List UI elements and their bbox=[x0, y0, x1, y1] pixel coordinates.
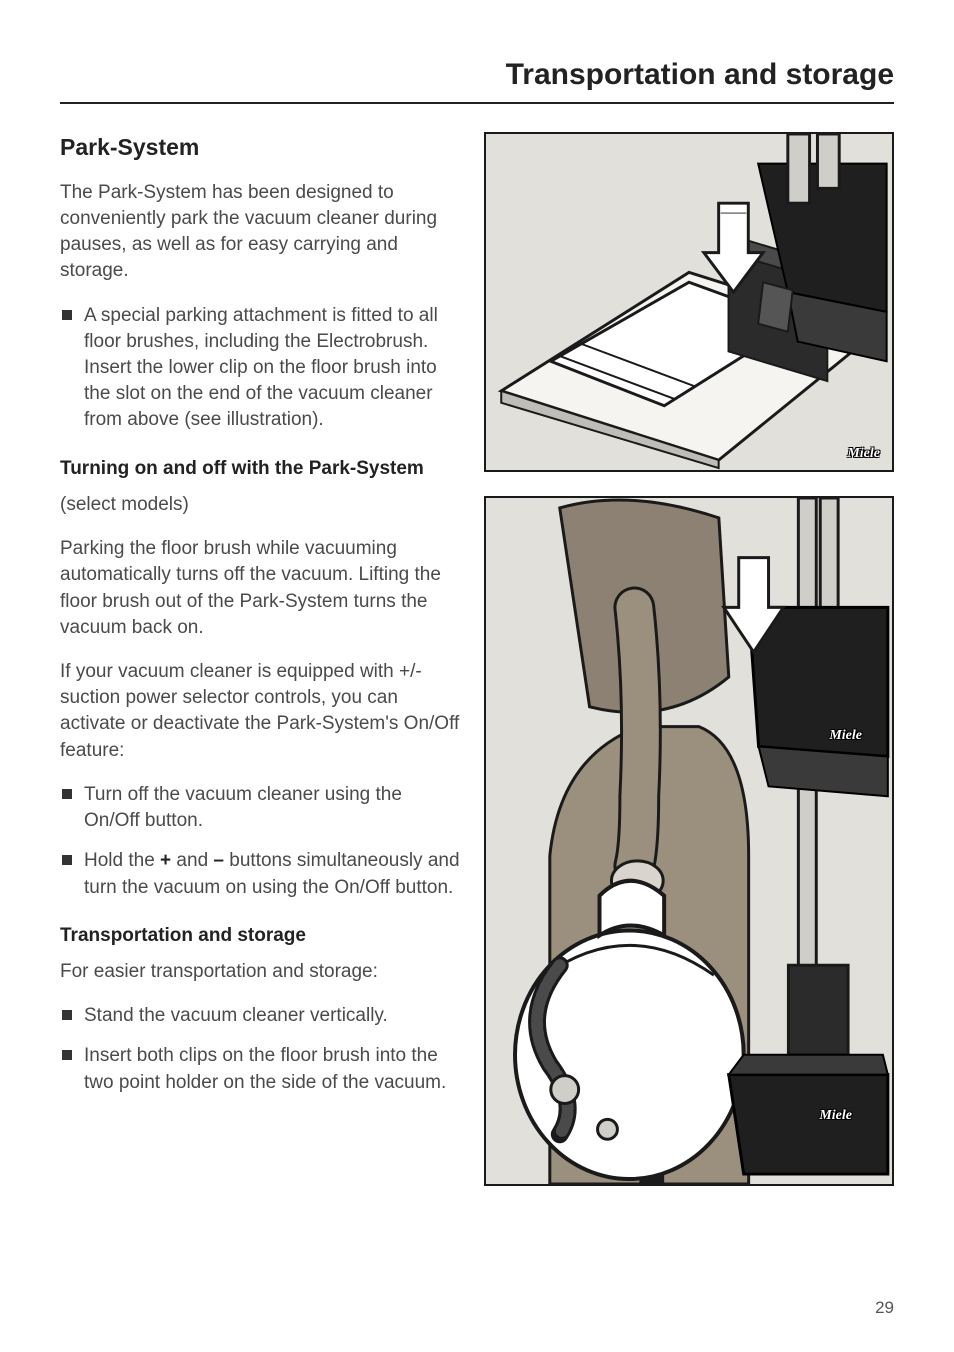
illustration-park-slot: Miele bbox=[484, 132, 894, 472]
figure-column: Miele bbox=[484, 132, 894, 1186]
vacuum-carry-svg bbox=[486, 498, 892, 1184]
text-run: Hold the bbox=[84, 850, 160, 871]
page-title: Transportation and storage bbox=[60, 58, 894, 104]
plus-symbol: + bbox=[160, 850, 171, 871]
content-columns: Park-System The Park-System has been des… bbox=[60, 132, 894, 1186]
body-paragraph: Parking the floor brush while vacuuming … bbox=[60, 536, 460, 641]
subsection-heading: Turning on and off with the Park-System bbox=[60, 456, 460, 482]
text-run: and bbox=[171, 850, 213, 871]
body-paragraph: For easier transportation and storage: bbox=[60, 959, 460, 985]
text-column: Park-System The Park-System has been des… bbox=[60, 132, 460, 1186]
brand-label: Miele bbox=[847, 446, 880, 462]
note-text: (select models) bbox=[60, 492, 460, 518]
list-item: Turn off the vacuum cleaner using the On… bbox=[60, 782, 460, 834]
illustration-carrying: Miele Miele bbox=[484, 496, 894, 1186]
brand-label: Miele bbox=[829, 728, 862, 744]
minus-symbol: – bbox=[213, 850, 224, 871]
section-heading: Park-System bbox=[60, 132, 460, 164]
list-item: A special parking attachment is fitted t… bbox=[60, 303, 460, 434]
body-paragraph: If your vacuum cleaner is equipped with … bbox=[60, 659, 460, 764]
list-item: Stand the vacuum cleaner vertically. bbox=[60, 1003, 460, 1029]
bullet-list-1: A special parking attachment is fitted t… bbox=[60, 303, 460, 434]
intro-paragraph: The Park-System has been designed to con… bbox=[60, 180, 460, 285]
bullet-list-2: Turn off the vacuum cleaner using the On… bbox=[60, 782, 460, 901]
bullet-list-3: Stand the vacuum cleaner vertically. Ins… bbox=[60, 1003, 460, 1096]
vacuum-slot-svg bbox=[486, 134, 892, 470]
list-item: Insert both clips on the floor brush int… bbox=[60, 1043, 460, 1095]
list-item: Hold the + and – buttons simultaneously … bbox=[60, 848, 460, 900]
page-number: 29 bbox=[875, 1298, 894, 1318]
brand-label: Miele bbox=[819, 1108, 852, 1124]
subsection-heading: Transportation and storage bbox=[60, 923, 460, 949]
